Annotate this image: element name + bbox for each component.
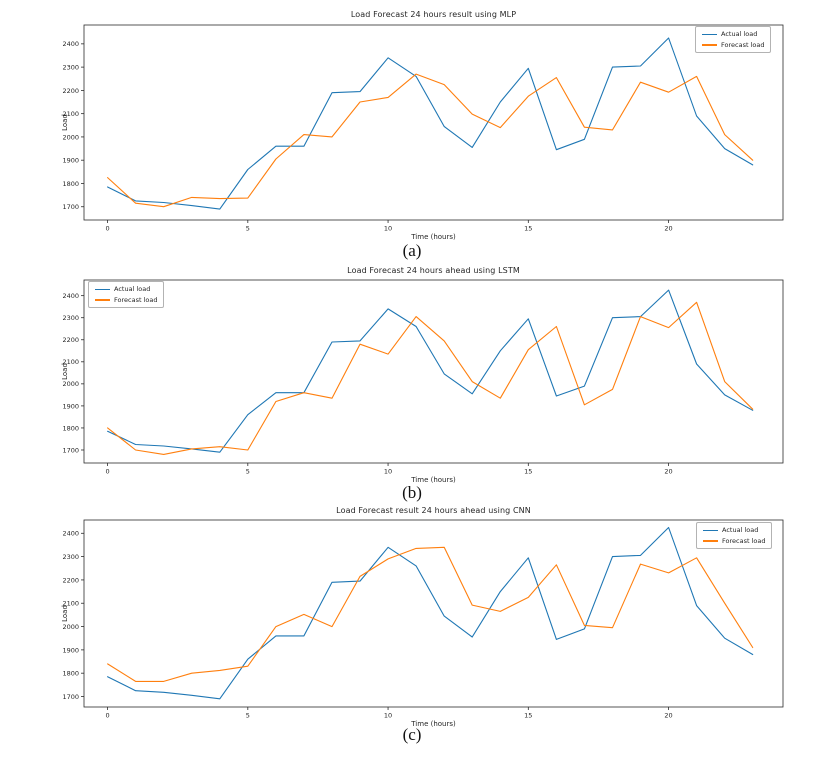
y-tick-label: 1900 (62, 157, 79, 165)
y-tick-label: 2100 (62, 110, 79, 118)
y-tick-label: 1700 (62, 446, 79, 454)
forecast-load-line-swatch (703, 540, 718, 542)
series-line-forecast-load (107, 73, 754, 208)
y-tick-label: 2200 (62, 576, 79, 584)
legend-mlp: Actual load Forecast load (695, 26, 772, 53)
y-tick-label: 1700 (62, 203, 79, 211)
x-tick-label: 5 (246, 225, 250, 233)
y-tick-label: 1800 (62, 670, 79, 678)
y-tick-label: 2200 (62, 336, 79, 344)
chart-title-lstm: Load Forecast 24 hours ahead using LSTM (347, 266, 520, 275)
y-tick-label: 2300 (62, 553, 79, 561)
chart-1: 1700 1800 1900 2000 2100 2200 2300 2400 0 5 10 15 20… (61, 279, 784, 484)
legend-row-forecast: Forecast load (703, 536, 766, 545)
y-axis-label: Load (61, 114, 69, 131)
chart-0: 1700 1800 1900 2000 2100 2200 2300 2400 0 5 10 15 20… (61, 24, 784, 241)
actual-load-line-swatch (702, 33, 717, 35)
y-tick-label: 2100 (62, 600, 79, 608)
x-tick-label: 20 (664, 468, 672, 476)
legend-label-forecast: Forecast load (114, 295, 158, 304)
x-tick-label: 10 (384, 712, 392, 720)
chart-2: 1700 1800 1900 2000 2100 2200 2300 2400 0 5 10 15 20… (61, 519, 784, 728)
forecast-load-line-swatch (702, 44, 717, 46)
y-tick-label: 2400 (62, 530, 79, 538)
plot-frame (83, 519, 784, 708)
series-line-actual-load (107, 526, 754, 700)
x-axis-label: Time (hours) (410, 476, 456, 484)
y-tick-label: 2400 (62, 292, 79, 300)
series-line-forecast-load (107, 301, 754, 455)
forecast-load-line-swatch (95, 299, 110, 301)
x-tick-label: 15 (524, 712, 532, 720)
plot-frame (83, 279, 784, 464)
x-tick-label: 0 (105, 468, 109, 476)
legend-label-forecast: Forecast load (722, 536, 766, 545)
subfigure-caption-b: (b) (402, 483, 422, 502)
legend-row-forecast: Forecast load (95, 295, 158, 304)
y-tick-label: 2300 (62, 64, 79, 72)
legend-label-forecast: Forecast load (721, 40, 765, 49)
legend-cnn: Actual load Forecast load (696, 522, 773, 549)
subfigure-caption-c: (c) (402, 725, 422, 744)
x-tick-label: 15 (524, 468, 532, 476)
y-tick-label: 2000 (62, 133, 79, 141)
plot-frame (83, 24, 784, 221)
y-tick-label: 1800 (62, 424, 79, 432)
legend-row-actual: Actual load (703, 527, 765, 534)
y-tick-label: 1700 (62, 693, 79, 701)
y-axis-label: Load (61, 363, 69, 380)
y-tick-label: 1900 (62, 402, 79, 410)
y-tick-label: 1800 (62, 180, 79, 188)
y-tick-label: 2000 (62, 623, 79, 631)
legend-label-actual: Actual load (722, 526, 759, 534)
x-tick-label: 20 (664, 712, 672, 720)
x-tick-label: 20 (664, 225, 672, 233)
x-tick-label: 5 (246, 712, 250, 720)
y-tick-label: 2100 (62, 358, 79, 366)
y-tick-label: 2000 (62, 380, 79, 388)
x-tick-label: 10 (384, 225, 392, 233)
legend-row-forecast: Forecast load (702, 40, 765, 49)
series-line-actual-load (107, 37, 754, 210)
y-axis-label: Load (61, 605, 69, 622)
x-tick-label: 0 (105, 225, 109, 233)
y-tick-label: 2300 (62, 314, 79, 322)
legend-label-actual: Actual load (721, 30, 758, 38)
x-tick-label: 10 (384, 468, 392, 476)
actual-load-line-swatch (95, 288, 110, 290)
y-tick-label: 2200 (62, 87, 79, 95)
x-tick-label: 0 (105, 712, 109, 720)
x-axis-label: Time (hours) (410, 233, 456, 241)
chart-title-mlp: Load Forecast 24 hours result using MLP (350, 10, 517, 19)
actual-load-line-swatch (703, 529, 718, 531)
y-tick-label: 2400 (62, 40, 79, 48)
subfigure-caption-a: (a) (402, 241, 422, 260)
series-line-forecast-load (107, 546, 754, 682)
x-axis-label: Time (hours) (410, 720, 456, 728)
x-tick-label: 5 (246, 468, 250, 476)
x-tick-label: 15 (524, 225, 532, 233)
legend-label-actual: Actual load (114, 285, 151, 293)
series-line-actual-load (107, 289, 754, 453)
y-tick-label: 1900 (62, 646, 79, 654)
legend-lstm: Actual load Forecast load (88, 281, 165, 308)
legend-row-actual: Actual load (95, 286, 157, 293)
chart-title-cnn: Load Forecast result 24 hours ahead usin… (336, 506, 531, 515)
legend-row-actual: Actual load (702, 31, 764, 38)
